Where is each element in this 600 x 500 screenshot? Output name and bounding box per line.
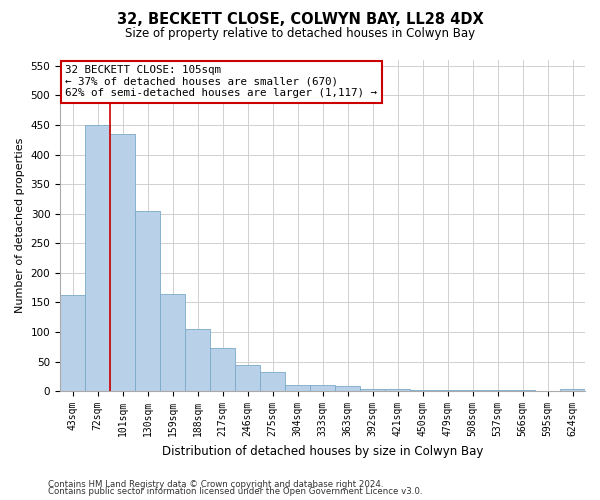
Bar bbox=[360, 389, 385, 391]
Bar bbox=[535, 390, 560, 391]
Bar bbox=[285, 386, 310, 391]
X-axis label: Distribution of detached houses by size in Colwyn Bay: Distribution of detached houses by size … bbox=[162, 444, 483, 458]
Text: 32, BECKETT CLOSE, COLWYN BAY, LL28 4DX: 32, BECKETT CLOSE, COLWYN BAY, LL28 4DX bbox=[116, 12, 484, 28]
Text: Contains public sector information licensed under the Open Government Licence v3: Contains public sector information licen… bbox=[48, 488, 422, 496]
Bar bbox=[485, 390, 510, 391]
Bar bbox=[385, 390, 410, 391]
Bar bbox=[310, 386, 335, 391]
Bar bbox=[85, 125, 110, 391]
Bar bbox=[235, 365, 260, 391]
Bar bbox=[260, 372, 285, 391]
Text: 32 BECKETT CLOSE: 105sqm
← 37% of detached houses are smaller (670)
62% of semi-: 32 BECKETT CLOSE: 105sqm ← 37% of detach… bbox=[65, 65, 377, 98]
Text: Size of property relative to detached houses in Colwyn Bay: Size of property relative to detached ho… bbox=[125, 28, 475, 40]
Bar bbox=[335, 386, 360, 391]
Bar bbox=[110, 134, 135, 391]
Bar bbox=[410, 390, 435, 391]
Y-axis label: Number of detached properties: Number of detached properties bbox=[15, 138, 25, 314]
Bar bbox=[60, 296, 85, 391]
Bar bbox=[460, 390, 485, 391]
Text: Contains HM Land Registry data © Crown copyright and database right 2024.: Contains HM Land Registry data © Crown c… bbox=[48, 480, 383, 489]
Bar bbox=[435, 390, 460, 391]
Bar bbox=[560, 390, 585, 391]
Bar bbox=[210, 348, 235, 391]
Bar bbox=[510, 390, 535, 391]
Bar bbox=[160, 294, 185, 391]
Bar bbox=[185, 329, 210, 391]
Bar bbox=[135, 211, 160, 391]
